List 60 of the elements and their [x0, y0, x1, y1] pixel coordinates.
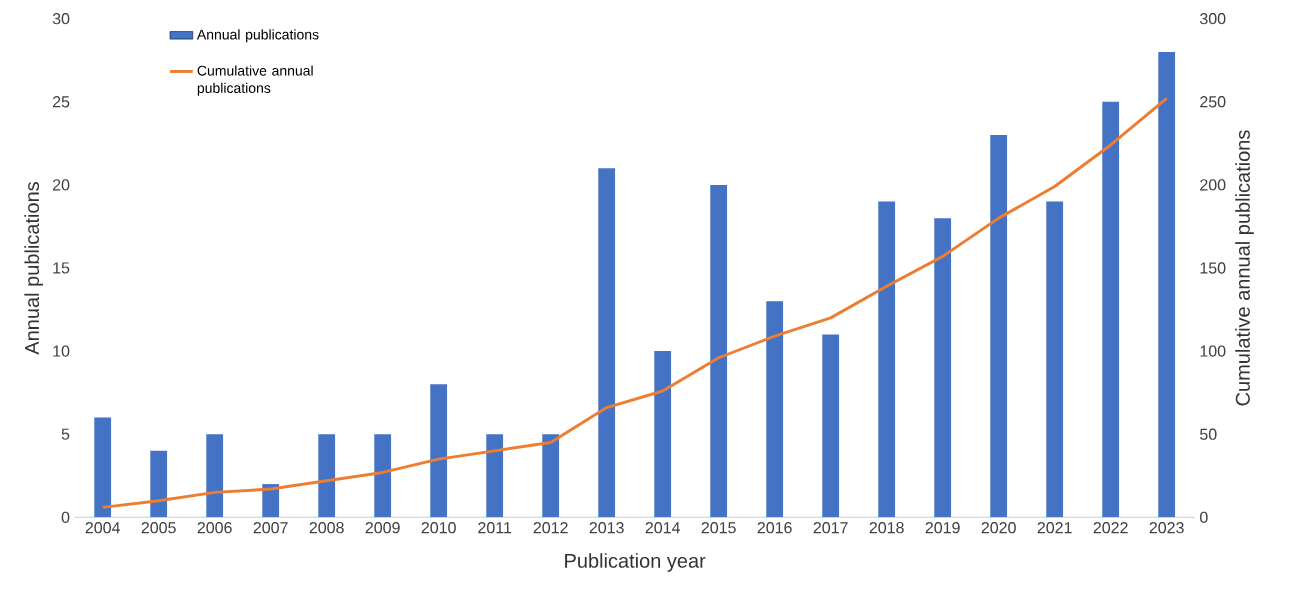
- bar: [598, 168, 616, 518]
- x-tick-label: 2019: [925, 522, 960, 534]
- legend-label: Annual publications: [196, 29, 319, 43]
- y2-tick-label: 100: [1200, 345, 1226, 357]
- legend-label: Cumulative annual publications: [197, 65, 313, 96]
- bar: [1102, 101, 1120, 518]
- y-tick-label: 15: [53, 262, 70, 274]
- bar: [1158, 51, 1176, 518]
- y-axis-title: Annual publications: [24, 182, 44, 355]
- bar: [486, 434, 504, 518]
- x-axis-title: Publication year: [565, 553, 706, 572]
- bar: [654, 351, 672, 518]
- y-tick-label: 20: [52, 179, 70, 191]
- bar: [878, 201, 896, 518]
- y2-tick-label: 200: [1200, 179, 1226, 191]
- x-tick-label: 2021: [1037, 522, 1072, 534]
- line-series: [101, 96, 1169, 509]
- y2-axis-title: Cumulative annual publications: [1235, 130, 1254, 406]
- y2-tick-label: 150: [1200, 262, 1226, 274]
- y2-tick-label: 300: [1199, 13, 1226, 25]
- bar: [318, 434, 336, 518]
- bar: [374, 434, 392, 518]
- x-tick-label: 2017: [813, 522, 848, 534]
- bar: [430, 384, 448, 518]
- x-tick-label: 2015: [701, 522, 736, 534]
- x-tick-label: 2016: [757, 522, 792, 534]
- y2-tick-label: 0: [1200, 511, 1208, 523]
- x-tick-label: 2018: [869, 522, 904, 534]
- bar: [94, 417, 112, 518]
- bar: [766, 301, 784, 518]
- y-tick-label: 0: [61, 511, 70, 523]
- y-tick-label: 5: [61, 428, 70, 440]
- bar: [1046, 201, 1064, 518]
- y2-tick-label: 50: [1200, 428, 1217, 440]
- x-tick-label: 2007: [253, 522, 288, 534]
- x-tick-label: 2023: [1149, 522, 1184, 534]
- bar: [822, 334, 840, 518]
- bar: [150, 450, 168, 518]
- bar: [262, 484, 280, 518]
- x-tick-label: 2013: [589, 522, 624, 534]
- x-tick-label: 2011: [478, 522, 512, 534]
- bar: [542, 434, 560, 518]
- x-tick-label: 2012: [533, 522, 568, 534]
- x-tick-label: 2009: [365, 522, 400, 534]
- x-tick-label: 2014: [645, 522, 680, 534]
- bar: [990, 135, 1008, 518]
- y-tick-label: 30: [52, 13, 70, 25]
- bar: [710, 184, 728, 518]
- y-tick-label: 10: [53, 345, 70, 357]
- x-tick-label: 2006: [197, 522, 232, 534]
- bar: [934, 218, 952, 518]
- x-tick-label: 2010: [421, 522, 456, 534]
- x-tick-label: 2004: [85, 522, 120, 534]
- x-tick-label: 2005: [141, 522, 176, 534]
- bar: [206, 434, 224, 518]
- y-tick-label: 25: [52, 96, 70, 108]
- x-tick-label: 2022: [1093, 522, 1128, 534]
- x-tick-label: 2020: [981, 522, 1016, 534]
- x-tick-label: 2008: [309, 522, 344, 534]
- y2-tick-label: 250: [1200, 96, 1226, 108]
